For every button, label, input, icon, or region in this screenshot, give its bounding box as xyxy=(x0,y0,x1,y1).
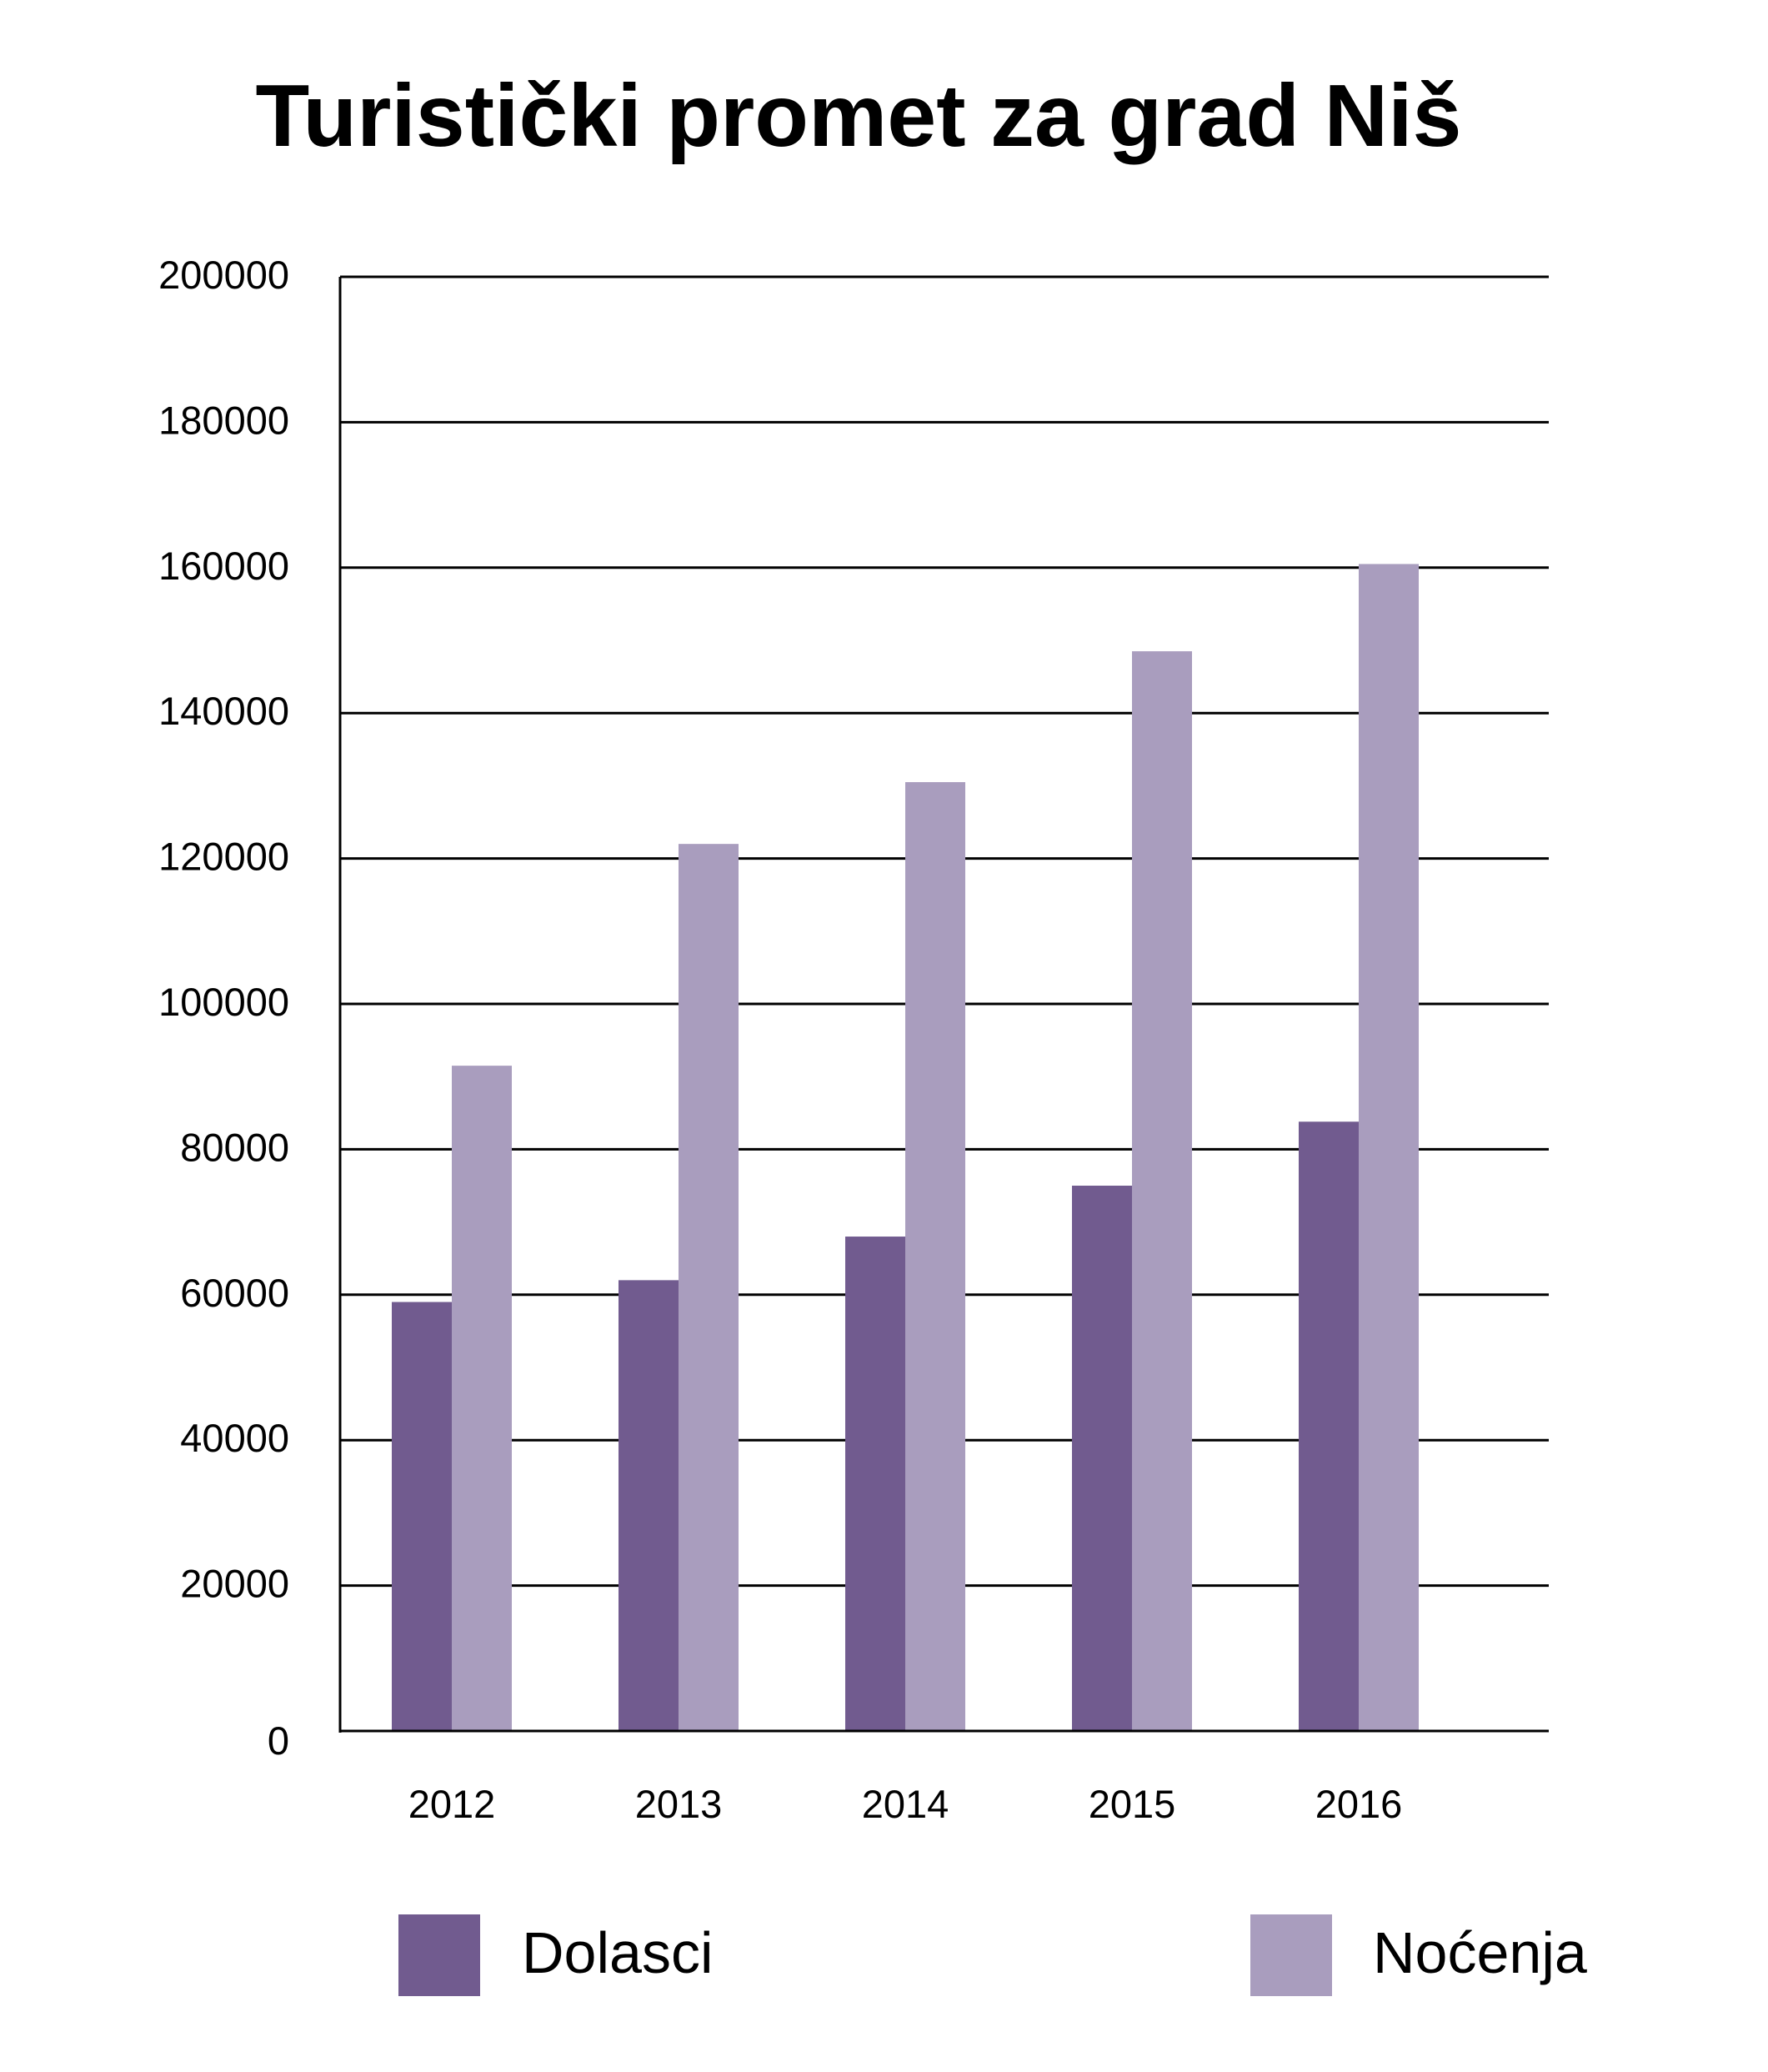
y-tick-label: 20000 xyxy=(180,1562,289,1606)
y-tick-label: 60000 xyxy=(180,1271,289,1315)
x-tick-label: 2012 xyxy=(408,1782,496,1826)
legend-label: Noćenja xyxy=(1373,1920,1587,1985)
chart-title: Turistički promet za grad Niš xyxy=(255,67,1461,165)
y-tick-label: 40000 xyxy=(180,1416,289,1460)
y-tick-labels: 0 20000 40000 60000 80000 100000 120000 140000 1… xyxy=(158,253,289,1763)
x-tick-label: 2014 xyxy=(862,1782,949,1826)
y-tick-label: 140000 xyxy=(158,689,289,733)
x-tick-label: 2015 xyxy=(1089,1782,1176,1826)
y-tick-label: 180000 xyxy=(158,398,289,442)
bar-dolasci-2012: Dolasci 2012: 59000 xyxy=(392,1302,452,1731)
legend-swatch xyxy=(1250,1914,1332,1996)
y-tick-label: 0 xyxy=(268,1718,289,1763)
bar-no-enja-2013: Noćenja 2013: 122000 xyxy=(679,844,739,1732)
x-tick-label: 2013 xyxy=(635,1782,723,1826)
legend-label: Dolasci xyxy=(522,1920,714,1985)
bar-dolasci-2013: Dolasci 2013: 62000 xyxy=(619,1280,679,1731)
y-tick-label: 100000 xyxy=(158,980,289,1024)
bar-dolasci-2014: Dolasci 2014: 68000 xyxy=(845,1237,905,1731)
y-tick-label: 120000 xyxy=(158,835,289,879)
y-tick-label: 200000 xyxy=(158,253,289,297)
legend: Dolasci Noćenja xyxy=(398,1914,1587,1996)
axes xyxy=(338,277,1549,1733)
bar-no-enja-2015: Noćenja 2015: 148500 xyxy=(1132,651,1192,1731)
x-tick-labels: 2012 2013 2014 2015 2016 xyxy=(408,1782,1403,1826)
legend-swatch xyxy=(398,1914,480,1996)
y-tick-label: 80000 xyxy=(180,1125,289,1169)
bar-no-enja-2014: Noćenja 2014: 130500 xyxy=(905,782,965,1731)
bar-no-enja-2012: Noćenja 2012: 91500 xyxy=(452,1066,512,1731)
bar-no-enja-2016: Noćenja 2016: 160500 xyxy=(1359,564,1419,1732)
bar-dolasci-2015: Dolasci 2015: 75000 xyxy=(1072,1186,1132,1731)
x-tick-label: 2016 xyxy=(1315,1782,1403,1826)
bars: Dolasci 2012: 59000Noćenja 2012: 91500 Do… xyxy=(392,564,1419,1732)
bar-dolasci-2016: Dolasci 2016: 83800 xyxy=(1299,1121,1359,1731)
y-tick-label: 160000 xyxy=(158,544,289,588)
